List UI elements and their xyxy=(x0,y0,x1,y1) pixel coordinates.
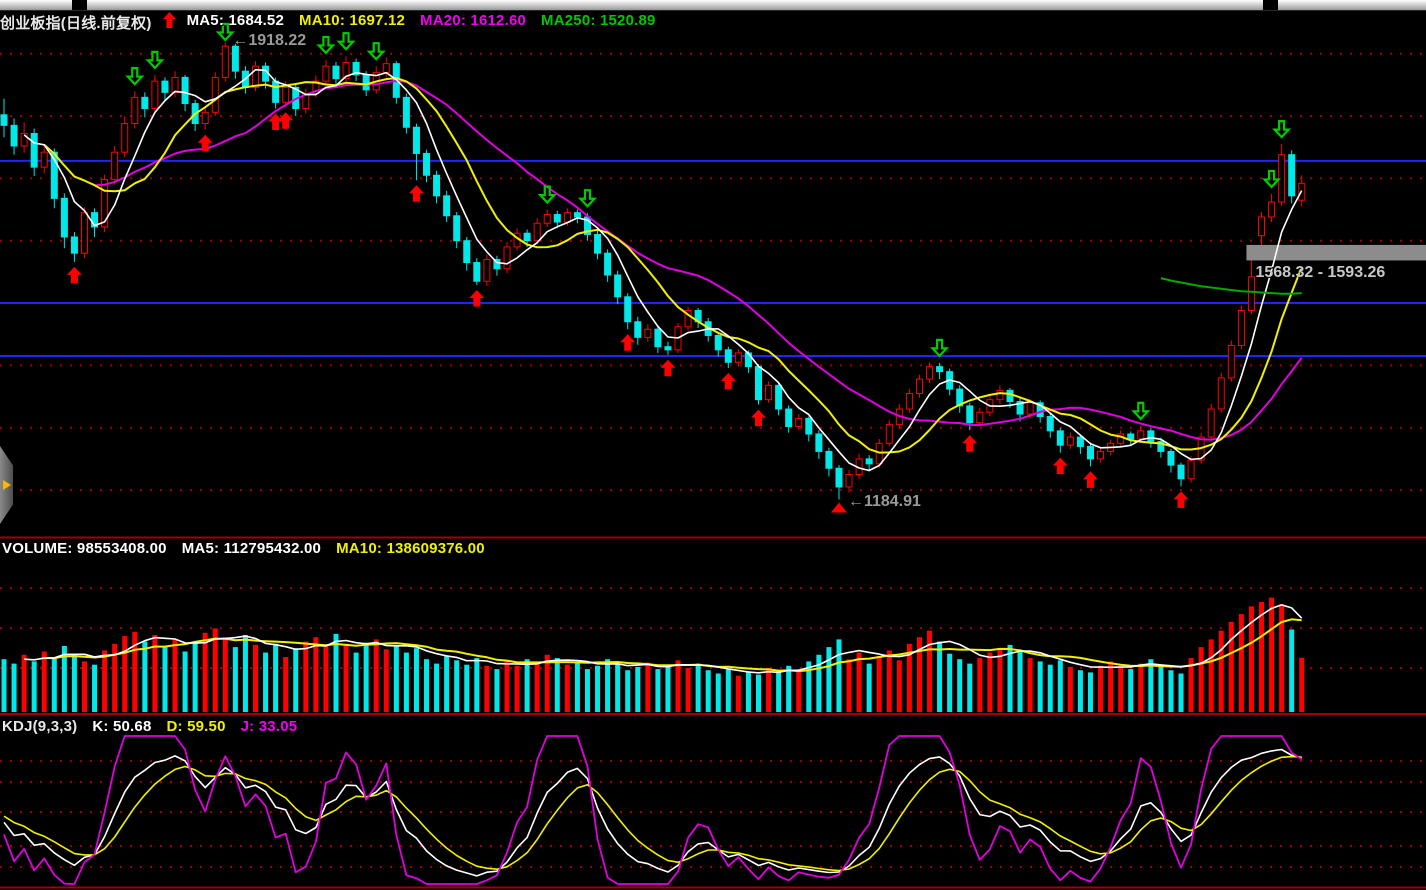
volume-ma5-value: MA5: 112795432.00 xyxy=(181,540,322,557)
ma250-value: MA250: 1520.89 xyxy=(541,12,656,29)
pane-separators xyxy=(0,536,1426,889)
period-low-label: ←1184.91 xyxy=(847,493,921,511)
volume-bars xyxy=(1,597,1305,712)
kdj-indicator-name: KDJ(9,3,3) xyxy=(2,718,78,735)
volume-value: VOLUME: 98553408.00 xyxy=(2,540,167,557)
main-pane-header: 创业板指(日线.前复权) MA5: 1684.52 MA10: 1697.12 … xyxy=(0,12,656,33)
gap-zone-band xyxy=(1246,244,1426,261)
expand-right-icon xyxy=(3,480,11,490)
support-lines xyxy=(0,159,1426,358)
volume-ma10-value: MA10: 138609376.00 xyxy=(336,540,485,557)
kdj-d-value: D: 59.50 xyxy=(166,718,226,735)
toolbar-separator xyxy=(72,0,87,10)
ma-lines xyxy=(23,68,1303,472)
ma5-value: MA5: 1684.52 xyxy=(186,12,285,29)
candlesticks xyxy=(0,42,1306,500)
volume-ma-lines xyxy=(24,604,1303,674)
gap-range-label: 1568.32 - 1593.26 xyxy=(1255,264,1386,282)
ma10-value: MA10: 1697.12 xyxy=(299,12,406,29)
kdj-j-value: J: 33.05 xyxy=(240,718,298,735)
period-high-label: ←1918.22 xyxy=(232,32,307,50)
panel-expander[interactable] xyxy=(0,446,13,524)
toolbar-separator xyxy=(1263,0,1278,10)
kdj-pane-header: KDJ(9,3,3) K: 50.68 D: 59.50 J: 33.05 xyxy=(2,718,297,735)
toolbar-strip xyxy=(0,0,1426,11)
signal-markers xyxy=(66,22,1292,513)
kdj-k-value: K: 50.68 xyxy=(92,718,152,735)
symbol-title: 创业板指(日线.前复权) xyxy=(0,15,152,32)
ma20-value: MA20: 1612.60 xyxy=(420,12,527,29)
kdj-lines xyxy=(3,735,1303,885)
up-arrow-icon xyxy=(162,12,176,28)
volume-pane-header: VOLUME: 98553408.00 MA5: 112795432.00 MA… xyxy=(2,540,485,557)
